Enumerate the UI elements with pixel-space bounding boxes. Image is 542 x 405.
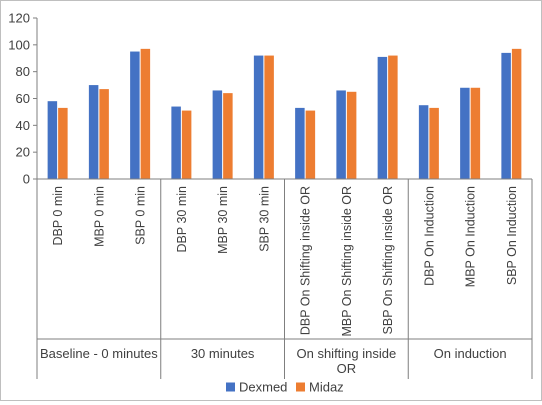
y-tick-label: 20 [16,145,30,160]
group-label-line: On shifting inside [297,346,397,361]
bar-midaz [58,107,68,179]
group-label: On induction [434,346,507,361]
y-tick-label: 100 [8,37,30,52]
bar-midaz [346,91,357,179]
category-label: SBP On Shifting inside OR [381,186,395,334]
bar-dexmed [377,56,388,179]
y-tick-label: 80 [16,64,30,79]
bar-midaz [99,89,109,179]
category-label: DBP 30 min [175,186,189,253]
bar-midaz [223,93,233,179]
legend: Dexmed Midaz [226,380,344,395]
bar-midaz [429,107,439,179]
legend-label-midaz: Midaz [309,380,344,395]
category-label: DBP On Induction [422,186,436,286]
bar-midaz [140,48,151,179]
category-label: SBP 0 min [134,186,148,245]
y-tick-label: 40 [16,118,30,133]
bar-dexmed [171,106,181,179]
bar-dexmed [212,90,223,179]
category-label: MBP 0 min [92,186,106,247]
group-label-line: On induction [434,346,507,361]
bar-midaz [470,87,481,179]
legend-swatch-midaz [296,382,305,392]
bar-dexmed [501,52,511,180]
category-label: SBP 30 min [257,186,271,252]
legend-label-dexmed: Dexmed [239,380,287,395]
bar-midaz [388,55,398,179]
y-tick-label: 120 [8,11,30,26]
bar-dexmed [88,85,99,179]
category-label: MBP On Shifting inside OR [340,186,354,337]
bar-midaz [305,110,316,179]
group-label-line: Baseline - 0 minutes [40,346,158,361]
bar-dexmed [460,87,470,179]
bar-midaz [511,48,522,179]
bar-dexmed [336,90,346,179]
category-label: DBP On Shifting inside OR [299,186,313,335]
category-label: DBP 0 min [51,186,65,246]
bar-midaz [264,55,274,179]
bars [47,48,522,180]
bar-dexmed [130,51,140,179]
group-label: Baseline - 0 minutes [40,346,158,361]
bar-dexmed [295,107,305,179]
y-tick-label: 60 [16,91,30,106]
legend-swatch-dexmed [226,382,235,392]
group-label-line: OR [337,361,357,376]
group-label: On shifting inside OR [297,346,397,376]
group-label-line: 30 minutes [191,346,255,361]
category-label: MBP On Induction [464,186,478,287]
x-axis: DBP 0 min MBP 0 min SBP 0 min DBP 30 min MBP… [36,178,533,379]
group-label: 30 minutes [191,346,255,361]
bar-midaz [181,110,192,179]
y-tick-label: 0 [23,172,30,187]
category-label: SBP On Induction [505,186,519,285]
bar-dexmed [418,105,429,179]
category-label: MBP 30 min [216,186,230,254]
bar-dexmed [47,101,58,179]
y-axis: 0 20 40 60 80 100 120 [8,11,38,187]
bar-dexmed [253,55,264,179]
